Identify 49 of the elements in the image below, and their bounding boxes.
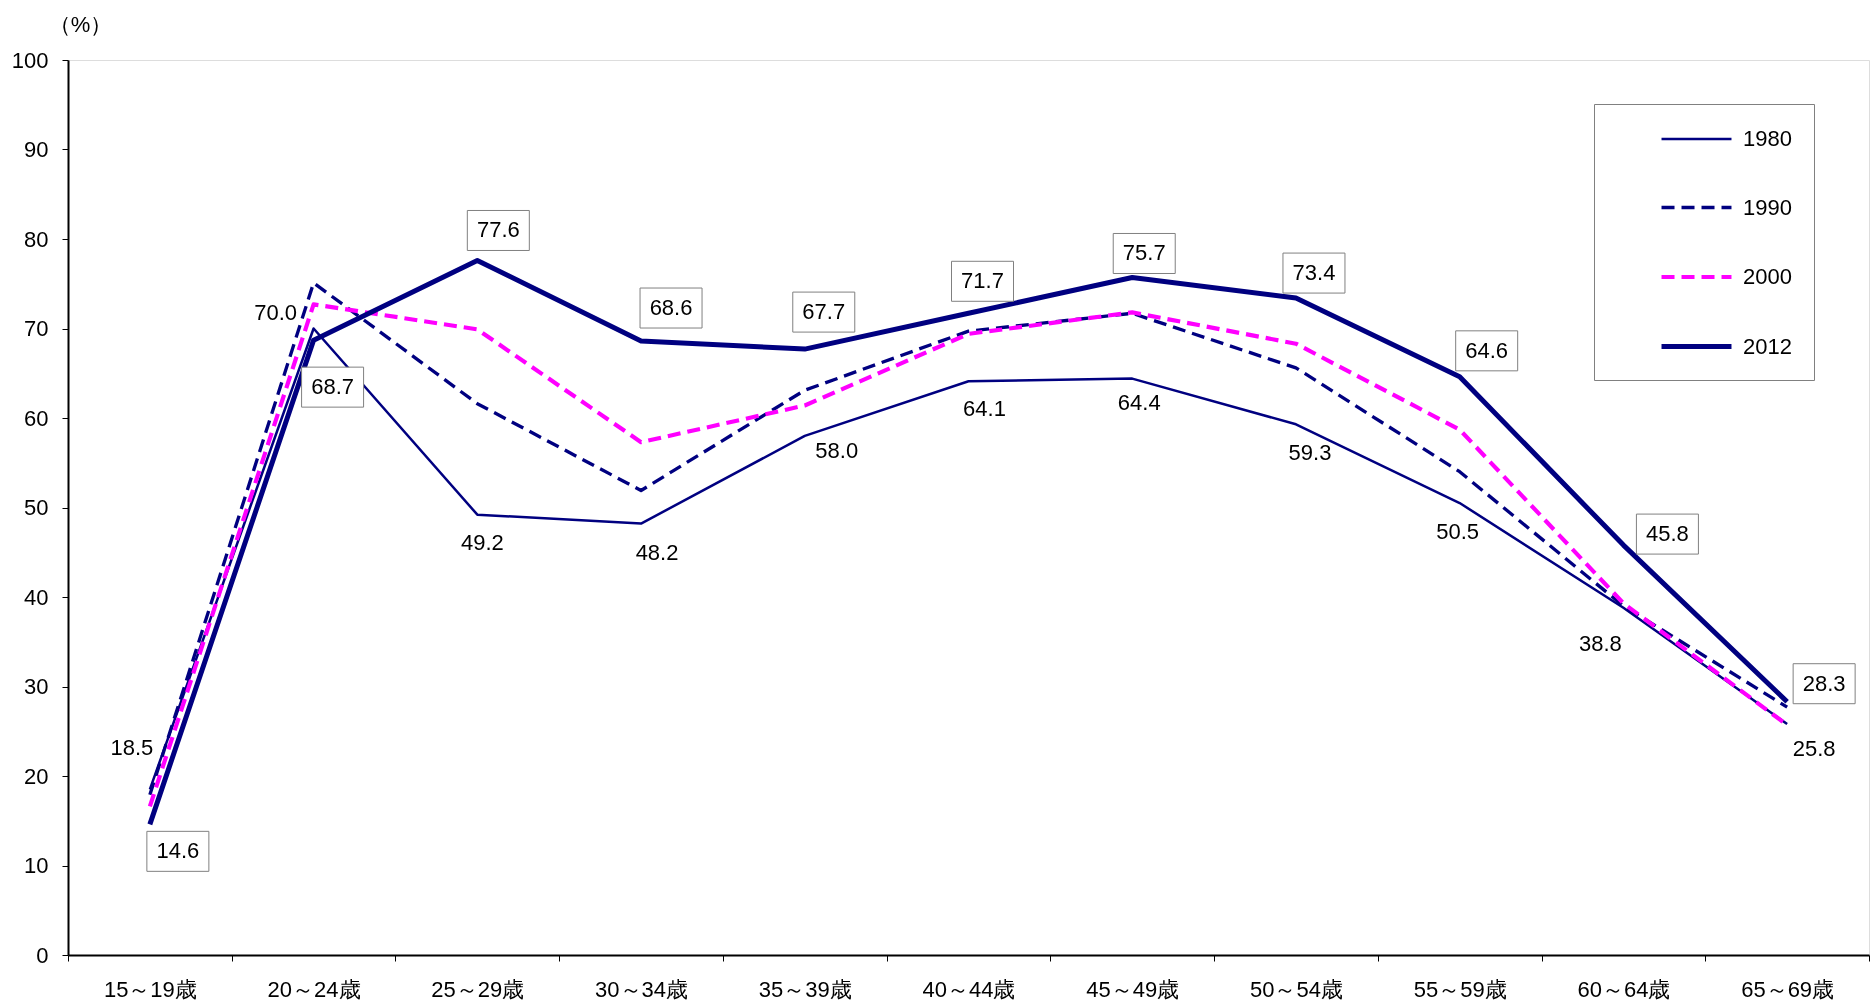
data-label: 38.8 <box>1578 630 1622 656</box>
x-tick-label: 35～39歳 <box>758 976 852 1002</box>
x-tick-label: 50～54歳 <box>1249 976 1343 1002</box>
data-label: 68.6 <box>649 295 693 321</box>
y-tick-label: 90 <box>24 137 49 162</box>
data-label: 50.5 <box>1436 519 1480 545</box>
y-tick-label: 100 <box>11 47 49 73</box>
x-tick-label: 55～59歳 <box>1413 976 1507 1002</box>
data-label: 49.2 <box>460 529 504 555</box>
data-label: 14.6 <box>156 838 200 864</box>
x-tick-label: 20～24歳 <box>267 976 361 1002</box>
legend-label: 2000 <box>1743 264 1792 289</box>
y-tick-label: 20 <box>24 763 49 789</box>
x-tick-label: 65～69歳 <box>1741 976 1835 1002</box>
data-label: 64.4 <box>1117 389 1161 415</box>
legend-label: 1990 <box>1743 194 1792 220</box>
legend-label: 2012 <box>1743 333 1792 359</box>
data-label: 58.0 <box>815 437 859 463</box>
data-label: 75.7 <box>1122 240 1166 266</box>
x-tick-label: 15～19歳 <box>103 976 197 1002</box>
data-label: 48.2 <box>635 539 679 565</box>
x-tick-label: 60～64歳 <box>1577 976 1671 1002</box>
x-tick-label: 30～34歳 <box>595 976 689 1002</box>
y-axis-title: （%） <box>48 11 113 37</box>
data-label: 59.3 <box>1288 440 1332 466</box>
y-tick-label: 30 <box>24 674 49 699</box>
x-tick-label: 45～49歳 <box>1086 976 1180 1002</box>
y-tick-label: 0 <box>36 942 49 968</box>
data-label: 64.1 <box>963 396 1006 422</box>
y-tick-label: 10 <box>24 853 49 878</box>
y-tick-label: 50 <box>24 495 49 520</box>
data-label: 28.3 <box>1802 670 1846 696</box>
y-tick-label: 70 <box>24 316 49 341</box>
legend-label: 1980 <box>1743 126 1792 151</box>
x-tick-label: 40～44歳 <box>922 976 1016 1002</box>
data-label: 67.7 <box>802 299 846 325</box>
data-label: 64.6 <box>1465 337 1509 363</box>
y-tick-label: 60 <box>24 405 49 431</box>
data-label: 73.4 <box>1292 260 1336 286</box>
y-tick-label: 80 <box>24 226 49 252</box>
data-label: 70.0 <box>254 299 297 325</box>
y-tick-label: 40 <box>24 584 49 610</box>
data-label: 25.8 <box>1792 736 1836 762</box>
data-label: 45.8 <box>1645 521 1689 547</box>
data-label: 68.7 <box>311 374 354 400</box>
data-label: 71.7 <box>961 268 1004 294</box>
x-tick-label: 25～29歳 <box>431 976 525 1002</box>
data-label: 18.5 <box>110 735 154 761</box>
data-label: 77.6 <box>476 217 520 243</box>
